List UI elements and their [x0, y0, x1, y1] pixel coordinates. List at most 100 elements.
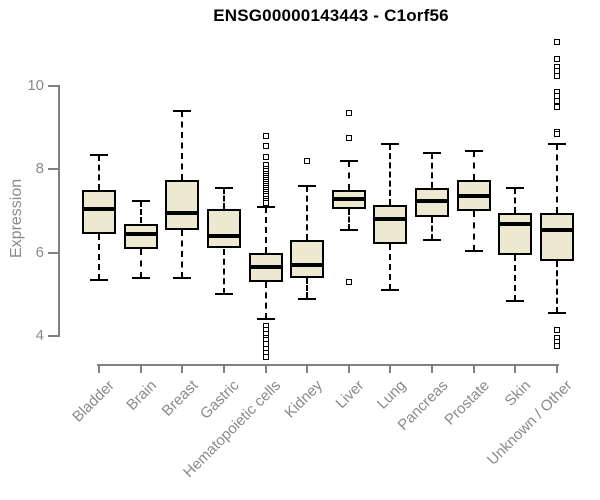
median-line-breast	[165, 211, 200, 216]
whisker-cap	[548, 143, 566, 146]
x-tick	[181, 364, 184, 373]
whisker-cap	[90, 153, 108, 156]
outlier-point	[345, 278, 352, 285]
whisker-cap	[298, 185, 317, 187]
x-tick	[222, 364, 225, 373]
outlier-point	[345, 135, 352, 142]
outlier-point	[554, 343, 560, 350]
lower-whisker-kidney	[306, 277, 309, 299]
median-line-prostate	[456, 194, 491, 199]
upper-whisker-bladder	[98, 154, 100, 191]
whisker-cap	[464, 149, 483, 152]
outlier-point	[554, 326, 560, 333]
lower-whisker-breast	[181, 229, 184, 278]
y-tick	[48, 335, 58, 337]
x-tick-label-kidney: Kidney	[281, 377, 327, 422]
outlier-point	[554, 55, 560, 62]
whisker-cap	[339, 160, 358, 162]
x-tick	[431, 364, 434, 373]
outlier-point	[554, 103, 560, 110]
x-tick-label-prostate: Prostate	[441, 377, 493, 429]
outlier-point	[262, 133, 269, 139]
whisker-cap	[256, 318, 275, 321]
median-line-unknown-other	[540, 227, 574, 232]
whisker-cap	[464, 249, 483, 252]
whisker-cap	[173, 276, 192, 279]
x-tick	[139, 364, 142, 373]
x-tick	[264, 364, 267, 373]
x-tick-label-breast: Breast	[158, 377, 202, 420]
y-tick	[48, 85, 58, 87]
box-lung	[373, 204, 408, 245]
y-tick-label: 4	[35, 327, 44, 344]
x-tick	[347, 364, 350, 373]
upper-whisker-brain	[139, 200, 142, 224]
y-tick	[48, 168, 58, 171]
outlier-point	[262, 199, 269, 206]
lower-whisker-liver	[347, 208, 350, 230]
median-line-lung	[373, 217, 408, 222]
whisker-cap	[90, 278, 108, 281]
outlier-point	[554, 39, 560, 46]
box-gastric	[206, 208, 241, 249]
whisker-cap	[298, 297, 317, 300]
median-line-liver	[331, 196, 366, 201]
median-line-brain	[123, 231, 158, 236]
box-pancreas	[415, 188, 450, 218]
upper-whisker-lung	[389, 144, 392, 205]
x-tick	[556, 364, 558, 373]
median-line-pancreas	[415, 198, 450, 203]
upper-whisker-hematopoietic-cells	[264, 206, 267, 253]
whisker-cap	[548, 312, 566, 315]
whisker-cap	[214, 187, 233, 190]
outlier-point	[262, 143, 269, 150]
whisker-cap	[423, 151, 442, 154]
x-axis-line	[97, 364, 559, 366]
upper-whisker-kidney	[306, 186, 309, 241]
upper-whisker-gastric	[222, 188, 225, 209]
lower-whisker-hematopoietic-cells	[264, 281, 267, 320]
outlier-point	[262, 353, 269, 360]
outlier-point	[554, 72, 560, 79]
lower-whisker-lung	[389, 244, 392, 291]
box-kidney	[290, 240, 325, 278]
upper-whisker-breast	[181, 111, 184, 180]
y-tick-label: 8	[35, 160, 44, 178]
box-skin	[498, 213, 533, 255]
chart-title: ENSG00000143443 - C1orf56	[213, 6, 449, 25]
lower-whisker-brain	[139, 248, 142, 278]
y-tick-label: 10	[27, 77, 44, 94]
upper-whisker-liver	[347, 161, 350, 191]
upper-whisker-skin	[514, 188, 517, 214]
lower-whisker-bladder	[98, 233, 100, 280]
x-tick	[472, 364, 475, 373]
lower-whisker-prostate	[472, 211, 475, 251]
median-line-skin	[498, 221, 533, 226]
lower-whisker-unknown-other	[556, 261, 558, 314]
whisker-cap	[381, 289, 400, 292]
median-line-hematopoietic-cells	[248, 265, 283, 270]
y-axis-line	[58, 85, 60, 337]
whisker-cap	[339, 228, 358, 231]
median-line-bladder	[82, 206, 116, 211]
outlier-point	[554, 130, 560, 137]
x-tick-label-skin: Skin	[501, 377, 535, 410]
whisker-cap	[506, 187, 525, 190]
whisker-cap	[381, 143, 400, 146]
x-tick	[389, 364, 392, 373]
x-tick-label-lung: Lung	[373, 377, 410, 413]
whisker-cap	[214, 293, 233, 296]
x-tick	[514, 364, 517, 373]
y-tick	[48, 251, 58, 254]
upper-whisker-prostate	[472, 150, 475, 180]
box-breast	[165, 179, 200, 230]
upper-whisker-pancreas	[431, 152, 434, 189]
lower-whisker-pancreas	[431, 217, 434, 241]
outlier-point	[304, 158, 311, 164]
upper-whisker-unknown-other	[556, 144, 558, 214]
median-line-gastric	[206, 234, 241, 238]
whisker-cap	[423, 239, 442, 242]
x-tick-label-bladder: Bladder	[69, 377, 119, 426]
